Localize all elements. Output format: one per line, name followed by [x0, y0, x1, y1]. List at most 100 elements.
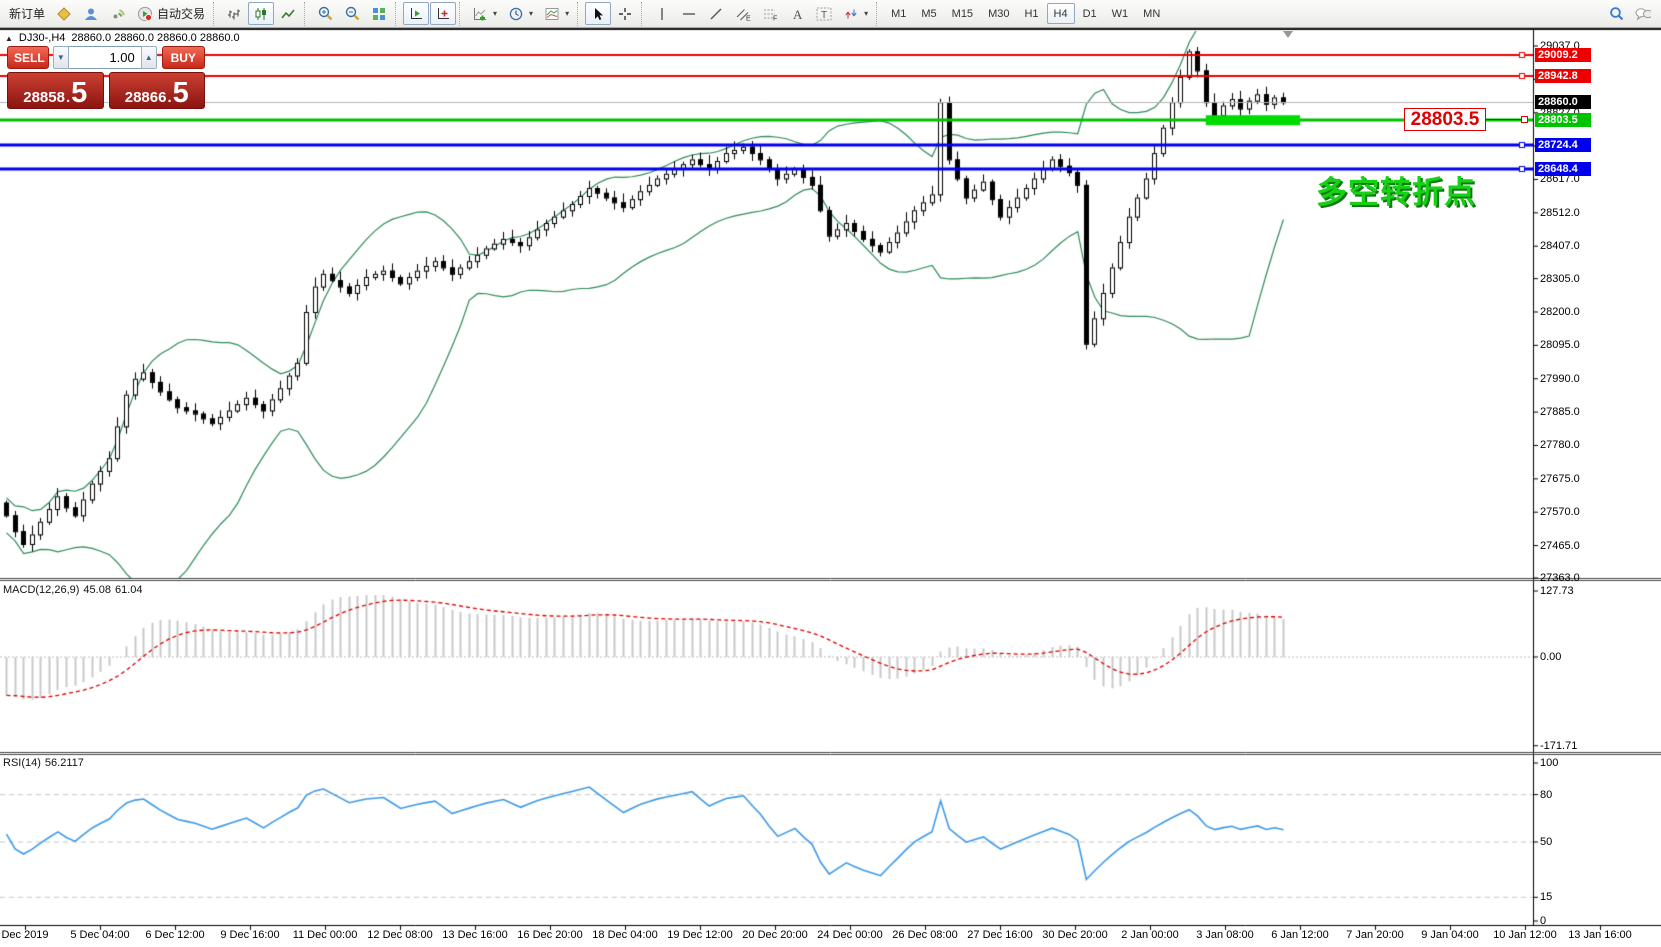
text-button[interactable]: A: [784, 2, 810, 25]
line-chart-button[interactable]: [275, 2, 301, 25]
price-callout-label[interactable]: 28803.5: [1404, 108, 1486, 131]
candles-icon: [253, 6, 269, 22]
timeframe-h1-button[interactable]: H1: [1017, 3, 1045, 24]
zoom-out-button[interactable]: [339, 2, 365, 25]
time-axis-label: 19 Dec 12:00: [667, 929, 733, 941]
chevron-down-icon[interactable]: ▾: [529, 9, 534, 18]
macd-axis-tick: 0.00: [1540, 651, 1562, 663]
chevron-down-icon[interactable]: ▾: [565, 9, 570, 18]
timeframe-m15-button[interactable]: M15: [945, 3, 980, 24]
equidistant-channel-button[interactable]: E: [730, 2, 756, 25]
cursor-button[interactable]: [585, 2, 612, 25]
vertical-line-button[interactable]: [649, 2, 675, 25]
chevron-down-icon[interactable]: ▾: [864, 9, 869, 18]
text-label-button[interactable]: T: [811, 2, 837, 25]
candlestick-chart-button[interactable]: [248, 2, 275, 25]
bar-chart-button[interactable]: [221, 2, 247, 25]
indicators-button[interactable]: ▾: [467, 2, 502, 25]
price-axis-tick: 28200.0: [1540, 305, 1580, 318]
zoom-in-button[interactable]: [312, 2, 338, 25]
sell-price-sep: .: [65, 89, 71, 106]
toolbar: 新订单 自动交易 ▾ ▾ ▾ E F A T ▾ M1 M5 M15 M30 H1 H4 D1 W1 MN: [0, 0, 1661, 28]
autotrading-button[interactable]: 自动交易: [132, 2, 210, 25]
macd-axis-tick: -171.71: [1540, 739, 1578, 752]
chevron-down-icon[interactable]: ▾: [493, 9, 498, 18]
timeframe-m30-button[interactable]: M30: [981, 3, 1016, 24]
indicators-icon: [472, 6, 488, 22]
time-axis-label: 6 Dec 12:00: [145, 929, 205, 941]
svg-text:E: E: [746, 15, 751, 21]
macd-name: MACD(12,26,9): [3, 584, 80, 596]
volume-increase-button[interactable]: ▲: [140, 46, 157, 69]
new-order-button[interactable]: 新订单: [4, 2, 50, 25]
time-axis-label: 18 Dec 04:00: [592, 929, 658, 941]
buy-button[interactable]: BUY: [161, 46, 206, 69]
clock-icon: [508, 6, 524, 22]
time-axis-label: 9 Jan 04:00: [1421, 929, 1479, 941]
rsi-axis-tick: 100: [1540, 757, 1559, 769]
volume-decrease-button[interactable]: ▼: [53, 46, 69, 69]
time-axis-label: 20 Dec 20:00: [742, 929, 808, 941]
price-flag-blue: 28648.4: [1535, 162, 1591, 177]
timeframe-m1-button[interactable]: M1: [884, 3, 913, 24]
hline-icon: [681, 6, 697, 22]
zoom-out-icon: [344, 6, 360, 22]
rsi-axis-tick: 15: [1540, 891, 1553, 904]
templates-button[interactable]: ▾: [539, 2, 574, 25]
trendline-button[interactable]: [703, 2, 729, 25]
rsi-axis-tick: 50: [1540, 836, 1553, 848]
buy-price-sep: .: [167, 89, 172, 106]
timeframe-d1-button[interactable]: D1: [1076, 3, 1104, 24]
buy-price-pip: 5: [172, 77, 189, 109]
trendline-icon: [708, 6, 724, 22]
sell-price-pip: 5: [71, 77, 88, 109]
price-axis-tick: 27570.0: [1540, 506, 1580, 519]
chart-shift-button[interactable]: [430, 2, 457, 25]
chart-annotation-text[interactable]: 多空转折点: [1316, 175, 1476, 210]
timeframe-m5-button[interactable]: M5: [914, 3, 943, 24]
sell-button[interactable]: SELL: [7, 46, 49, 69]
chart-shift-marker-icon: [1283, 31, 1293, 38]
timeframe-h4-button[interactable]: H4: [1046, 3, 1075, 24]
time-axis-label: 11 Dec 00:00: [292, 929, 358, 941]
chart-shift-icon: [435, 6, 451, 22]
timeframe-w1-button[interactable]: W1: [1105, 3, 1136, 24]
sell-price-int: 28858: [23, 89, 65, 106]
macd-axis-tick: 127.73: [1540, 585, 1574, 597]
time-axis-label: 10 Jan 12:00: [1493, 929, 1557, 941]
search-button[interactable]: [1603, 2, 1629, 25]
time-axis-label: 30 Dec 20:00: [1042, 929, 1108, 941]
fibonacci-icon: F: [762, 6, 778, 22]
price-callout-anchor: [1521, 116, 1528, 123]
auto-scroll-button[interactable]: [403, 2, 430, 25]
svg-text:F: F: [773, 15, 777, 21]
template-icon: [544, 6, 560, 22]
autotrading-icon: [137, 6, 153, 22]
horizontal-line-button[interactable]: [676, 2, 702, 25]
arrows-button[interactable]: ▾: [838, 2, 873, 25]
price-axis-tick: 27885.0: [1540, 406, 1580, 419]
chart-ohlc-values: 28860.0 28860.0 28860.0 28860.0: [71, 32, 240, 44]
chat-button[interactable]: [1630, 2, 1656, 25]
crosshair-button[interactable]: [612, 2, 638, 25]
svg-text:A: A: [793, 7, 803, 21]
volume-input[interactable]: [68, 46, 141, 69]
buy-price-display: 28866 . 5: [108, 72, 205, 109]
time-axis-label: 2 Jan 00:00: [1121, 929, 1179, 941]
fibonacci-button[interactable]: F: [757, 2, 783, 25]
price-axis-tick: 27465.0: [1540, 539, 1580, 552]
bar-chart-icon: [226, 6, 242, 22]
timeframe-mn-button[interactable]: MN: [1136, 3, 1167, 24]
time-axis-label: 5 Dec 04:00: [70, 929, 130, 941]
tile-windows-button[interactable]: [366, 2, 392, 25]
signals-button[interactable]: [105, 2, 131, 25]
time-axis-label: Dec 2019: [1, 929, 49, 941]
text-label-icon: T: [816, 6, 832, 22]
chat-icon: [1635, 6, 1651, 22]
periods-button[interactable]: ▾: [503, 2, 538, 25]
panel-toggle-icon[interactable]: ▲: [5, 33, 13, 43]
price-flag-black: 28860.0: [1535, 95, 1591, 110]
profiles-button[interactable]: [51, 2, 77, 25]
mql5-community-button[interactable]: [78, 2, 104, 25]
